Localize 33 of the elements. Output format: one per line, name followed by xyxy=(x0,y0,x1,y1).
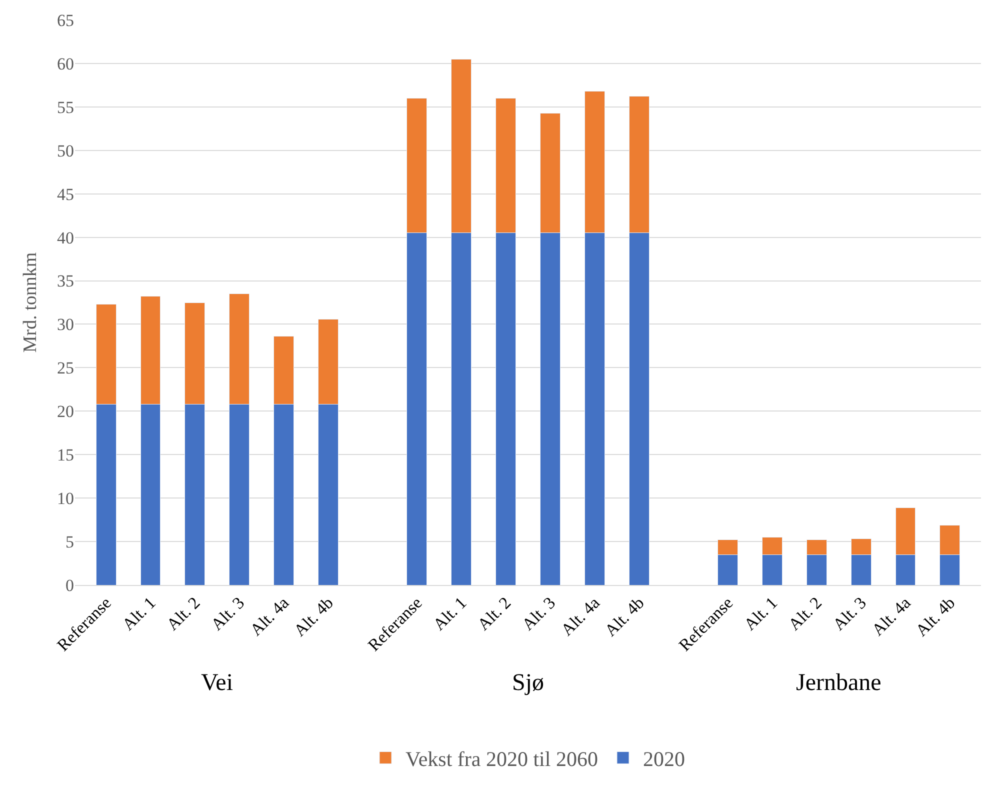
y-tick-label: 60 xyxy=(57,54,74,74)
text: Sjø xyxy=(512,670,544,696)
y-axis-title: Mrd. tonnkm xyxy=(20,252,41,353)
x-tick-label: Alt. 4a xyxy=(246,592,293,640)
y-tick-label: 10 xyxy=(57,489,74,508)
x-tick-label: Alt. 3 xyxy=(207,593,248,634)
legend-label: 2020 xyxy=(642,746,685,771)
x-tick-label: Alt. 1 xyxy=(740,593,782,634)
x-tick-label: Alt. 1 xyxy=(118,593,160,634)
y-tick-label: 5 xyxy=(66,532,74,552)
y-tick-label: 65 xyxy=(57,10,74,30)
y-tick-label: 45 xyxy=(57,184,74,204)
y-tick-label: 0 xyxy=(66,576,74,595)
y-tick-label: 20 xyxy=(57,402,74,422)
y-tick-label: 25 xyxy=(57,358,74,378)
x-tick-label: Alt. 2 xyxy=(474,593,515,634)
x-tick-label: Alt. 2 xyxy=(162,593,204,634)
legend-label: Vekst fra 2020 til 2060 xyxy=(406,746,598,771)
x-tick-label: Alt. 3 xyxy=(518,593,560,634)
y-tick-label: 35 xyxy=(57,272,74,291)
x-tick-label: Alt. 3 xyxy=(829,593,870,634)
y-tick-label: 50 xyxy=(57,141,74,160)
x-tick-label: Alt. 2 xyxy=(784,593,826,634)
text: Vei xyxy=(201,670,234,696)
y-tick-label: 55 xyxy=(57,98,74,117)
x-tick-label: Alt. 1 xyxy=(429,593,470,634)
y-tick-label: 30 xyxy=(57,315,74,334)
x-tick-label: Alt. 4b xyxy=(290,593,337,640)
text: Jernbane xyxy=(796,670,882,696)
y-tick-label: 15 xyxy=(57,446,74,465)
x-tick-label: Alt. 4b xyxy=(601,593,648,640)
y-tick-label: 40 xyxy=(57,228,74,248)
x-tick-label: Alt. 4a xyxy=(557,592,604,640)
